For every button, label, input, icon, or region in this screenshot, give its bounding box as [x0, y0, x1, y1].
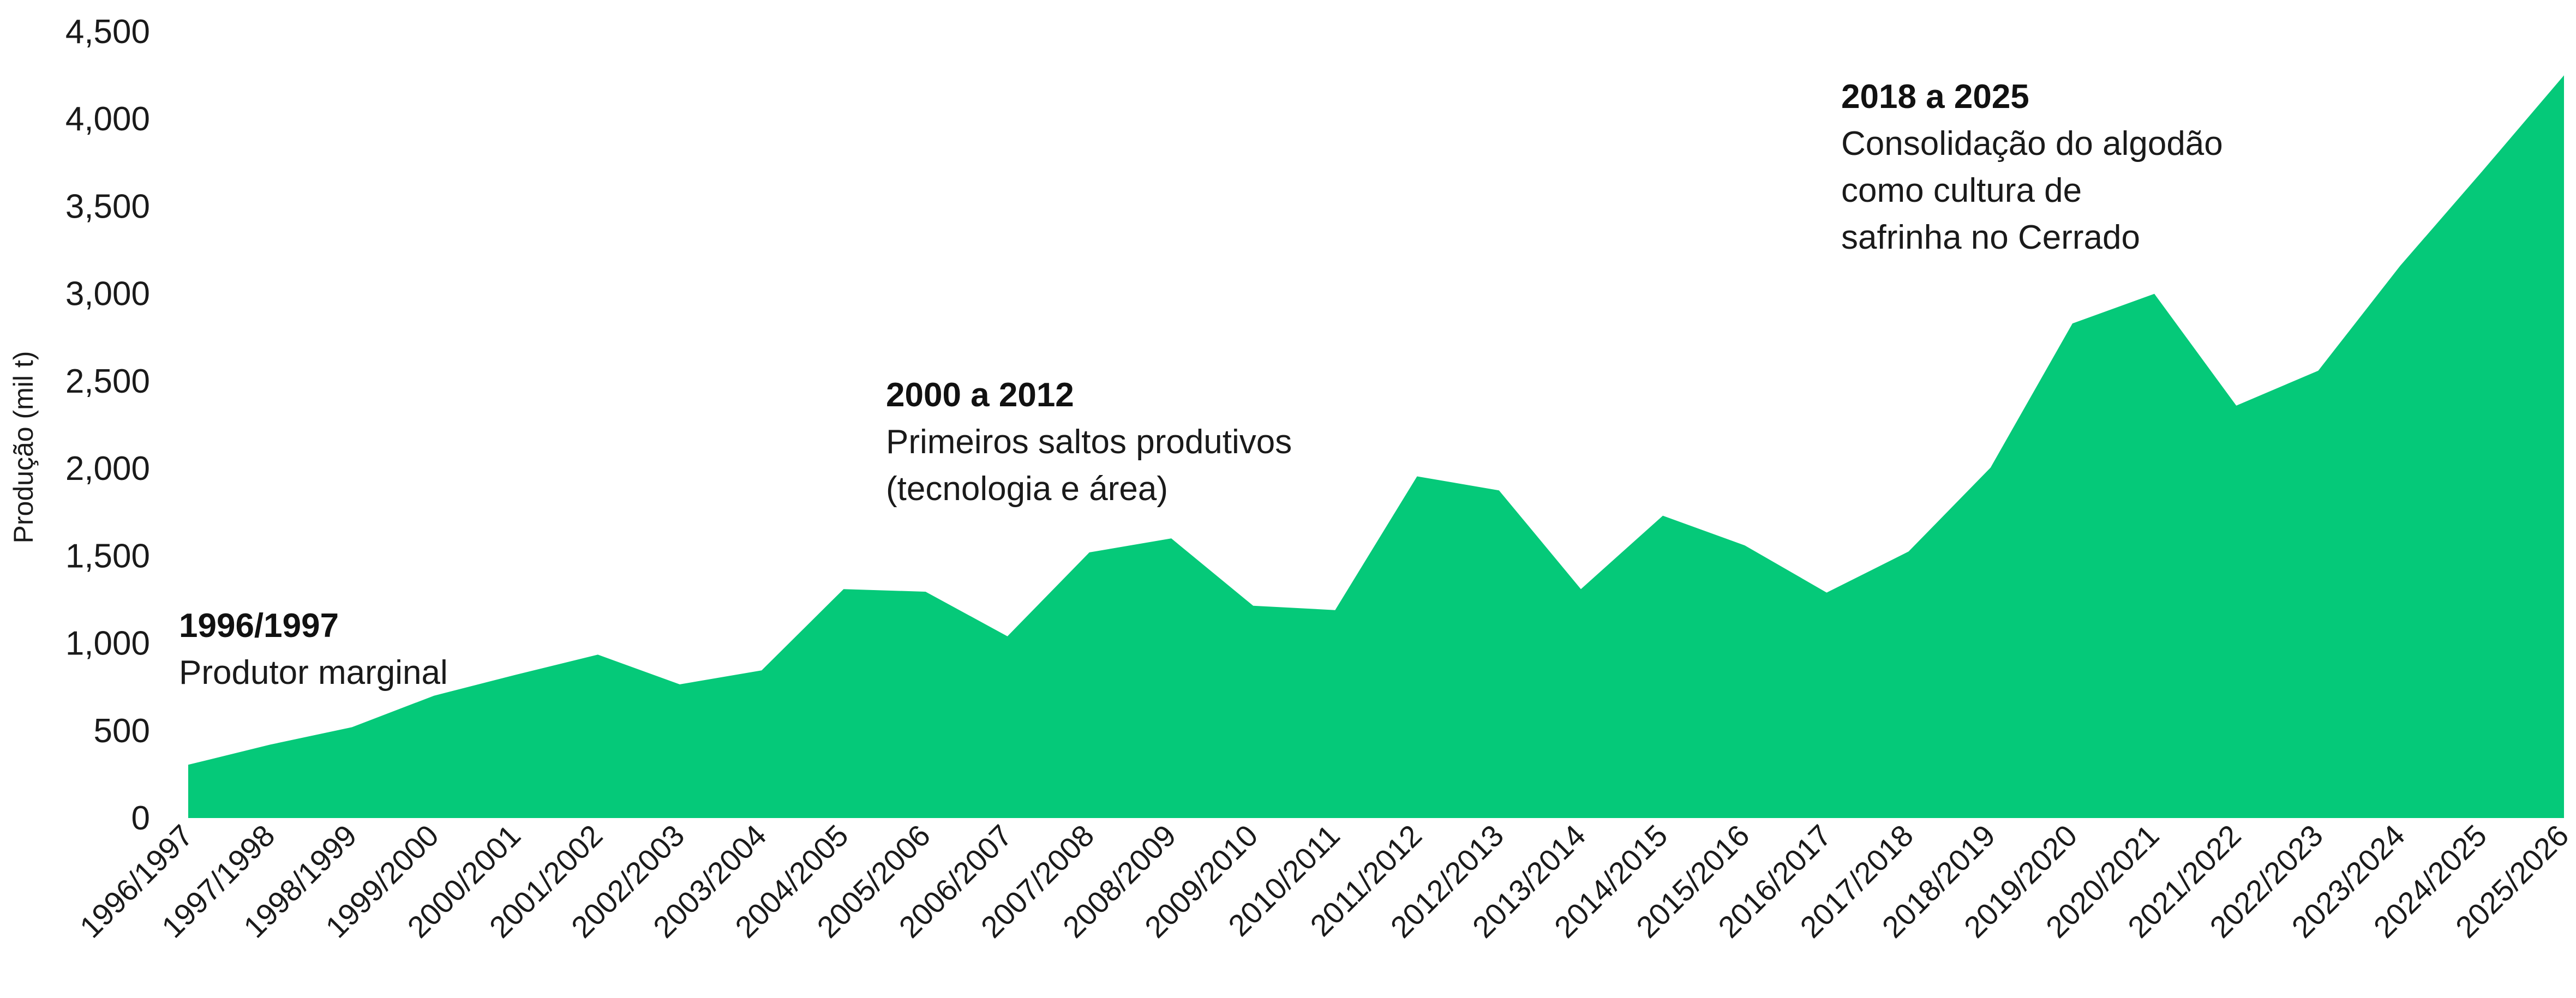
- annotation-2018-2025-line-2: como cultura de: [1841, 172, 2082, 209]
- annotation-2018-2025-title: 2018 a 2025: [1841, 78, 2029, 116]
- area-series-layer: [188, 75, 2564, 819]
- y-tick-label: 2,500: [65, 363, 150, 400]
- annotation-2000-2012: 2000 a 2012 Primeiros saltos produtivos …: [886, 376, 1292, 508]
- annotation-1996: 1996/1997 Produtor marginal: [179, 607, 448, 692]
- annotation-2000-2012-line-2: (tecnologia e área): [886, 470, 1168, 508]
- annotation-1996-line-1: Produtor marginal: [179, 654, 448, 692]
- y-tick-label: 1,500: [65, 537, 150, 575]
- annotation-1996-title: 1996/1997: [179, 607, 339, 645]
- y-tick-label: 0: [131, 799, 150, 837]
- y-tick-label: 3,000: [65, 275, 150, 313]
- area-series-0: [188, 75, 2564, 819]
- annotation-2018-2025-line-1: Consolidação do algodão: [1841, 125, 2223, 163]
- annotation-2018-2025-line-3: safrinha no Cerrado: [1841, 219, 2140, 256]
- y-tick-label: 3,500: [65, 188, 150, 225]
- y-tick-label: 500: [94, 712, 150, 750]
- y-axis-ticks: 0 500 1,000 1,500 2,000 2,500 3,000 3,500 4,000 4…: [65, 13, 150, 837]
- y-tick-label: 4,500: [65, 13, 150, 51]
- y-axis-label: Produção (mil t): [8, 351, 39, 544]
- annotation-2000-2012-title: 2000 a 2012: [886, 376, 1074, 414]
- y-tick-label: 2,000: [65, 450, 150, 488]
- annotation-2000-2012-line-1: Primeiros saltos produtivos: [886, 423, 1292, 461]
- x-axis-ticks: 1996/19971997/19981998/19991999/20002000…: [73, 818, 2575, 945]
- y-tick-label: 1,000: [65, 625, 150, 663]
- y-tick-label: 4,000: [65, 100, 150, 138]
- annotation-2018-2025: 2018 a 2025 Consolidação do algodão como…: [1841, 78, 2223, 256]
